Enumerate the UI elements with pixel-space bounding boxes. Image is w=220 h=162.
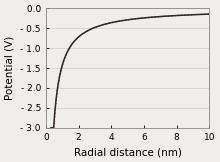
Y-axis label: Potential (V): Potential (V) bbox=[5, 36, 15, 100]
X-axis label: Radial distance (nm): Radial distance (nm) bbox=[74, 147, 182, 157]
